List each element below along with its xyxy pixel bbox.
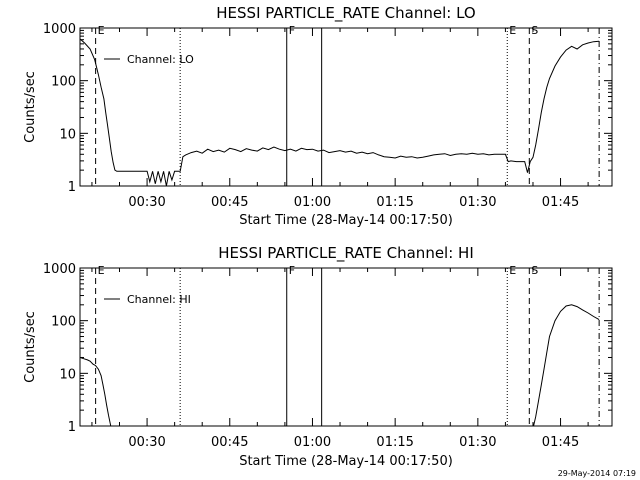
y-tick-label: 100 bbox=[51, 315, 76, 330]
y-tick-label: 100 bbox=[51, 75, 76, 90]
y-axis-label: Counts/sec bbox=[23, 71, 38, 143]
y-tick-label: 1000 bbox=[43, 262, 76, 277]
y-tick-label: 10 bbox=[59, 367, 76, 382]
x-axis-label: Start Time (28-May-14 00:17:50) bbox=[239, 454, 453, 469]
series-line-0 bbox=[80, 38, 600, 186]
y-axis-label: Counts/sec bbox=[23, 311, 38, 383]
x-tick-label: 01:15 bbox=[376, 195, 413, 210]
x-tick-label: 01:30 bbox=[459, 195, 496, 210]
series-line-0 bbox=[80, 357, 112, 426]
event-marker-label: F bbox=[289, 24, 295, 37]
x-tick-label: 01:00 bbox=[294, 195, 331, 210]
legend-label: Channel: LO bbox=[127, 53, 194, 66]
legend-label: Channel: HI bbox=[127, 293, 191, 306]
chart-title: HESSI PARTICLE_RATE Channel: LO bbox=[216, 4, 475, 23]
event-marker-label: E bbox=[98, 264, 105, 277]
event-marker-label: E bbox=[509, 264, 516, 277]
y-tick-label: 1 bbox=[68, 180, 76, 195]
chart-title: HESSI PARTICLE_RATE Channel: HI bbox=[218, 244, 474, 263]
y-tick-label: 1000 bbox=[43, 22, 76, 37]
x-tick-label: 01:45 bbox=[542, 195, 579, 210]
plot-frame bbox=[79, 267, 613, 427]
plot-frame bbox=[79, 27, 613, 187]
series-line-1 bbox=[533, 304, 600, 426]
hi-channel-panel: HESSI PARTICLE_RATE Channel: HI 1 10 100 100… bbox=[23, 244, 613, 469]
lo-channel-panel: HESSI PARTICLE_RATE Channel: LO 1 10 100 100… bbox=[23, 4, 613, 228]
x-tick-label: 00:45 bbox=[211, 435, 248, 450]
event-marker-label: E bbox=[98, 24, 105, 37]
x-tick-label: 00:30 bbox=[128, 435, 165, 450]
x-tick-label: 01:45 bbox=[542, 435, 579, 450]
x-tick-label: 01:00 bbox=[294, 435, 331, 450]
event-marker-label: S bbox=[531, 264, 538, 277]
x-axis-label: Start Time (28-May-14 00:17:50) bbox=[239, 213, 453, 228]
x-tick-label: 00:45 bbox=[211, 195, 248, 210]
x-tick-label: 00:30 bbox=[128, 195, 165, 210]
event-marker-label: F bbox=[289, 264, 295, 277]
x-tick-label: 01:15 bbox=[376, 435, 413, 450]
event-marker-label: S bbox=[531, 24, 538, 37]
x-tick-label: 01:30 bbox=[459, 435, 496, 450]
y-tick-label: 1 bbox=[68, 420, 76, 435]
event-marker-label: E bbox=[509, 24, 516, 37]
footer-timestamp: 29-May-2014 07:19 bbox=[558, 469, 636, 478]
y-tick-label: 10 bbox=[59, 127, 76, 142]
